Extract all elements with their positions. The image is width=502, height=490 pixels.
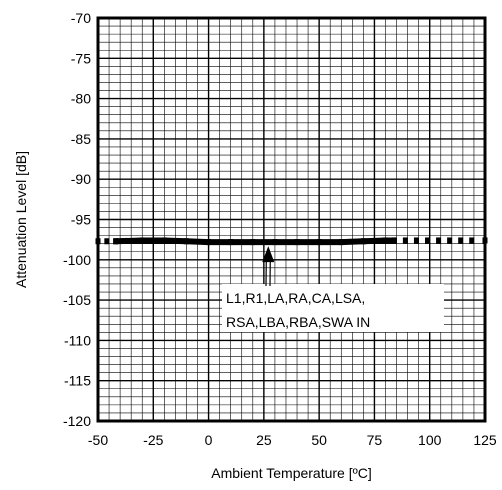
y-tick-label: -90: [71, 171, 91, 187]
series-point: [183, 238, 189, 245]
series-point: [338, 239, 344, 246]
series-point: [425, 237, 431, 244]
y-tick-label: -95: [71, 212, 91, 228]
y-tick-label: -100: [63, 252, 91, 268]
y-tick-label: -115: [64, 373, 91, 389]
major-grid: [97, 17, 486, 422]
y-tick-label: -105: [63, 292, 91, 308]
y-tick-label: -110: [64, 332, 91, 348]
series-point: [161, 237, 167, 244]
x-tick-label: 125: [473, 432, 497, 448]
series-point: [402, 237, 408, 244]
series-point: [272, 239, 278, 246]
x-tick-labels: -50 -25 0 25 50 75 100 125: [88, 432, 497, 448]
y-tick-label: -70: [71, 10, 91, 26]
series-point: [382, 237, 388, 244]
x-tick-label: 100: [418, 432, 442, 448]
series-point: [294, 239, 300, 246]
y-tick-label: -120: [63, 413, 91, 429]
series-point: [316, 239, 322, 246]
series-point: [436, 237, 442, 244]
y-tick-label: -80: [71, 91, 91, 107]
y-tick-label: -75: [71, 50, 91, 66]
series-point: [360, 238, 366, 245]
annotation: L1,R1,LA,RA,CA,LSA, RSA,LBA,RBA,SWA IN: [222, 246, 444, 332]
series-point: [250, 239, 256, 246]
series-point: [206, 239, 212, 246]
plot-frame: [96, 16, 487, 423]
x-axis-title: Ambient Temperature [ºC]: [211, 465, 371, 481]
series-point: [413, 237, 419, 244]
series-line: [115, 237, 395, 246]
annotation-arrow-head: [262, 246, 275, 263]
y-axis-title: Attenuation Level [dB]: [13, 151, 29, 288]
y-tick-labels: -70 -75 -80 -85 -90 -95 -100 -105 -110 -115 -120: [63, 10, 91, 429]
annotation-box: [222, 284, 444, 332]
annotation-line: RSA,LBA,RBA,SWA IN: [226, 314, 370, 330]
series-point: [469, 237, 475, 244]
x-tick-label: -25: [143, 432, 163, 448]
series-point: [104, 238, 110, 245]
x-tick-label: -50: [88, 432, 108, 448]
series-point: [139, 237, 145, 244]
x-tick-label: 75: [367, 432, 383, 448]
annotation-line: L1,R1,LA,RA,CA,LSA,: [226, 290, 365, 306]
series-point: [391, 237, 397, 244]
x-tick-label: 50: [311, 432, 327, 448]
series-point: [458, 237, 464, 244]
x-tick-label: 25: [256, 432, 272, 448]
y-tick-label: -85: [71, 131, 91, 147]
x-tick-label: 0: [205, 432, 213, 448]
series-point: [113, 238, 119, 245]
series-point: [228, 239, 234, 246]
series-point: [447, 237, 453, 244]
